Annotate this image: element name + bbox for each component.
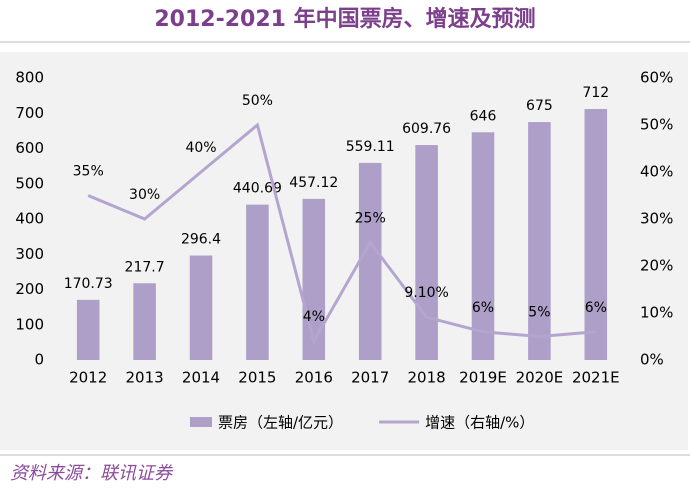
- line-label: 25%: [355, 211, 386, 227]
- y-tick-label: 400: [15, 210, 44, 228]
- y-tick-label: 600: [15, 139, 44, 157]
- x-tick-label: 2016: [295, 369, 333, 387]
- bar: [133, 283, 156, 360]
- x-tick-label: 2015: [238, 369, 276, 387]
- x-tick-label: 2018: [408, 369, 446, 387]
- y2-tick-label: 40%: [640, 163, 673, 181]
- bar: [76, 299, 100, 360]
- y-tick-label: 100: [15, 315, 44, 333]
- y-tick-label: 300: [15, 245, 44, 263]
- bar: [189, 255, 213, 360]
- y-tick-label: 0: [34, 351, 44, 369]
- bar-label: 675: [526, 98, 553, 114]
- y2-tick-label: 10%: [640, 304, 673, 322]
- bar-label: 559.11: [346, 139, 395, 155]
- bar: [358, 162, 382, 360]
- y-tick-label: 200: [15, 280, 44, 298]
- y2-tick-label: 60%: [640, 69, 673, 87]
- line-label: 5%: [528, 305, 550, 321]
- x-tick-label: 2013: [126, 369, 164, 387]
- line-label: 30%: [129, 187, 160, 203]
- bar-label: 457.12: [289, 175, 338, 191]
- bar: [584, 109, 608, 361]
- y2-tick-label: 50%: [640, 116, 673, 134]
- line-label: 40%: [185, 140, 216, 156]
- x-tick-label: 2014: [182, 369, 220, 387]
- line-label: 50%: [242, 93, 273, 109]
- bar-label: 170.73: [64, 276, 113, 292]
- x-tick-label: 2012: [69, 369, 107, 387]
- x-tick-label: 2020E: [516, 369, 564, 387]
- y2-tick-label: 30%: [640, 210, 673, 228]
- bar-label: 296.4: [181, 232, 221, 248]
- y2-tick-label: 20%: [640, 257, 673, 275]
- line-label: 4%: [303, 309, 325, 325]
- line-label: 35%: [73, 164, 104, 180]
- line-label: 6%: [585, 300, 607, 316]
- x-tick-label: 2019E: [459, 369, 507, 387]
- bar: [471, 132, 495, 360]
- bar: [246, 204, 269, 360]
- legend-swatch: [190, 417, 212, 427]
- y-tick-label: 700: [15, 104, 44, 122]
- chart-title: 2012-2021 年中国票房、增速及预测: [154, 6, 535, 32]
- y-tick-label: 500: [15, 174, 44, 192]
- bar-label: 646: [470, 108, 497, 124]
- panel: [0, 52, 688, 450]
- bar-label: 440.69: [233, 181, 282, 197]
- legend-label: 增速（右轴/%）: [425, 414, 534, 432]
- y-tick-label: 800: [15, 69, 44, 87]
- bar: [528, 122, 551, 360]
- bar-label: 217.7: [125, 259, 165, 275]
- bar: [415, 145, 438, 360]
- legend-label: 票房（左轴/亿元）: [218, 414, 343, 432]
- y2-tick-label: 0%: [640, 351, 664, 369]
- source: 资料来源：联讯证券: [10, 463, 174, 484]
- x-tick-label: 2017: [351, 369, 389, 387]
- line: [87, 122, 596, 346]
- bar-label: 609.76: [402, 121, 451, 137]
- line-label: 9.10%: [404, 285, 448, 301]
- line-label: 6%: [472, 300, 494, 316]
- bar-label: 712: [582, 85, 609, 101]
- x-tick-label: 2021E: [572, 369, 620, 387]
